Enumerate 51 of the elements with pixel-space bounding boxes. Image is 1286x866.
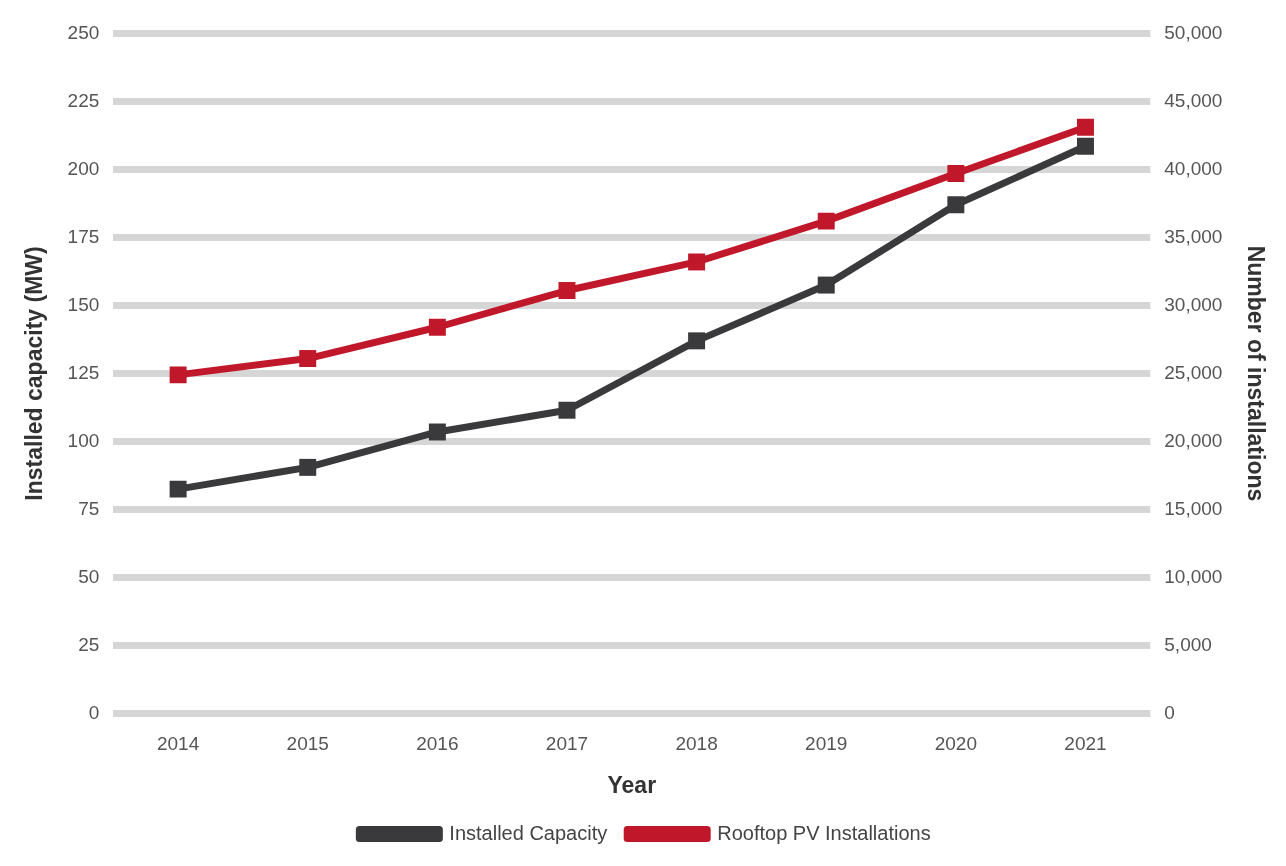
- point: [169, 480, 187, 498]
- y2-tick-label: 40,000: [1164, 157, 1223, 179]
- x-tick-label: 2021: [1064, 733, 1107, 755]
- y2-tick-label: 30,000: [1164, 293, 1223, 315]
- x-tick-label: 2020: [934, 733, 977, 755]
- y2-tick-label: 15,000: [1164, 497, 1223, 519]
- y2-tick-label: 45,000: [1164, 89, 1223, 111]
- point: [688, 332, 706, 350]
- point: [947, 196, 965, 214]
- y-tick-label: 75: [78, 497, 100, 519]
- legend-label: Rooftop PV Installations: [717, 821, 931, 844]
- y-tick-label: 100: [67, 429, 100, 451]
- y-tick-label: 125: [67, 361, 100, 383]
- x-tick-label: 2016: [416, 733, 459, 755]
- y2-tick-label: 50,000: [1164, 21, 1223, 43]
- point: [169, 366, 187, 384]
- point: [817, 212, 835, 230]
- point: [688, 253, 706, 271]
- x-tick-label: 2019: [805, 733, 848, 755]
- point: [947, 165, 965, 183]
- y-tick-label: 225: [67, 89, 100, 111]
- y-tick-label: 200: [67, 157, 100, 179]
- x-tick-label: 2014: [156, 733, 200, 755]
- point: [817, 276, 835, 294]
- y-tick-label: 175: [67, 225, 100, 247]
- y-tick-label: 25: [78, 633, 100, 655]
- y2-tick-label: 5,000: [1164, 633, 1212, 655]
- point: [428, 423, 446, 441]
- y-tick-label: 250: [67, 21, 100, 43]
- y2-tick-label: 25,000: [1164, 361, 1223, 383]
- point: [1076, 137, 1094, 155]
- point: [558, 282, 576, 299]
- y2-axis-title: Number of installations: [1242, 245, 1269, 502]
- x-axis-title: Year: [607, 771, 657, 798]
- legend-label: Installed Capacity: [449, 821, 608, 844]
- point: [428, 318, 446, 336]
- y2-tick-label: 20,000: [1164, 429, 1223, 451]
- y-axis-title: Installed capacity (MW): [21, 246, 48, 501]
- point: [558, 401, 576, 419]
- point: [299, 458, 317, 476]
- x-tick-label: 2015: [286, 733, 329, 755]
- x-tick-label: 2018: [675, 733, 718, 755]
- y2-tick-label: 35,000: [1164, 225, 1223, 247]
- y-tick-label: 150: [67, 293, 100, 315]
- y2-tick-label: 10,000: [1164, 565, 1223, 587]
- y-tick-label: 0: [88, 701, 100, 723]
- x-tick-label: 2017: [545, 733, 589, 755]
- point: [1076, 118, 1094, 136]
- y2-tick-label: 0: [1164, 701, 1175, 723]
- y-tick-label: 50: [78, 565, 100, 587]
- point: [299, 350, 317, 368]
